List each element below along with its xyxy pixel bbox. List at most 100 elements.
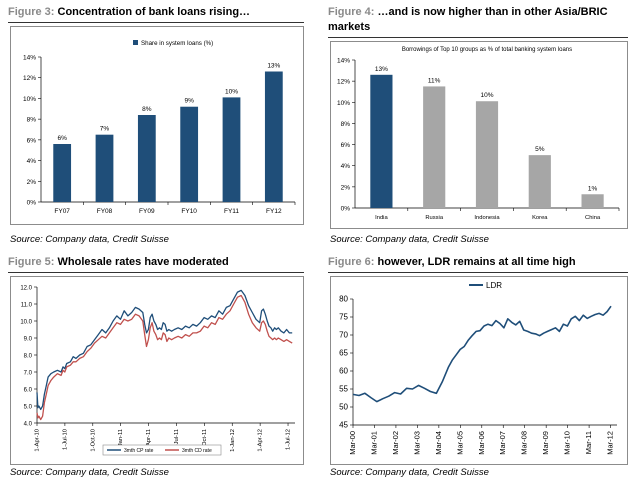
figure-6-title-rule xyxy=(328,272,628,273)
data-label: 1% xyxy=(588,185,598,192)
x-tick-label: 1-Oct-11 xyxy=(202,429,208,451)
data-label: 7% xyxy=(100,126,110,133)
y-tick-label: 4.0 xyxy=(24,422,33,428)
figure-6-chart-frame: 45 50 55 60 65 70 75 80 Mar-00 Mar-01 Mar-02 Mar-03… xyxy=(330,276,628,465)
legend-box xyxy=(102,444,222,456)
data-label: 10% xyxy=(225,88,238,95)
x-tick-label: Mar-03 xyxy=(412,431,421,455)
bar-fy10 xyxy=(180,106,199,202)
figure-4-label: Figure 4: xyxy=(328,6,375,18)
y-tick-label: 12.0 xyxy=(20,286,32,292)
figure-6-source: Source: Company data, Credit Suisse xyxy=(330,467,489,478)
y-tick-label: 8% xyxy=(27,117,37,124)
y-tick-label: 11.0 xyxy=(21,303,33,309)
y-tick-label: 10% xyxy=(337,100,350,107)
series-line-3mth-cp-rate xyxy=(36,289,293,411)
bar-russia xyxy=(423,86,446,208)
y-tick-label: 5.0 xyxy=(24,405,33,411)
y-tick-label: 14% xyxy=(337,58,350,65)
x-tick-label: 1-Jan-11 xyxy=(118,429,124,451)
y-tick-label: 75 xyxy=(339,313,348,322)
y-tick-label: 45 xyxy=(339,421,348,430)
data-label: 6% xyxy=(57,135,67,142)
bar-fy08 xyxy=(95,134,114,202)
data-label: 8% xyxy=(142,106,152,113)
chart-subtitle: Borrowings of Top 10 groups as % of tota… xyxy=(402,47,572,53)
y-tick-label: 50 xyxy=(339,403,348,412)
x-tick-label: Mar-00 xyxy=(348,431,357,455)
x-tick-label: Mar-09 xyxy=(541,431,550,455)
figure-3-source: Source: Company data, Credit Suisse xyxy=(10,234,169,245)
y-tick-label: 4% xyxy=(27,158,37,165)
y-tick-label: 2% xyxy=(341,184,351,191)
figure-4-bar-chart: Borrowings of Top 10 groups as % of tota… xyxy=(337,47,620,221)
figure-5-title: Figure 5: Wholesale rates have moderated xyxy=(8,256,229,268)
x-tick-label: FY09 xyxy=(139,208,155,215)
figure-4-source: Source: Company data, Credit Suisse xyxy=(330,234,489,245)
x-tick-label: FY07 xyxy=(54,208,70,215)
x-tick-label: 1-Jul-10 xyxy=(62,429,68,450)
figure-5-heading: Wholesale rates have moderated xyxy=(57,256,229,268)
x-tick-label: Mar-11 xyxy=(584,431,593,454)
x-tick-label: FY10 xyxy=(181,208,197,215)
figure-3-label: Figure 3: xyxy=(8,6,55,18)
x-tick-label: Mar-04 xyxy=(434,431,443,455)
bar-china xyxy=(581,194,604,208)
figure-6-title: Figure 6: however, LDR remains at all ti… xyxy=(328,256,576,268)
x-tick-label: 1-Jul-12 xyxy=(286,429,292,450)
figure-5-label: Figure 5: xyxy=(8,256,55,268)
y-tick-label: 4% xyxy=(341,163,351,170)
y-tick-label: 2% xyxy=(27,179,37,186)
x-tick-label: Mar-06 xyxy=(477,431,486,455)
x-tick-label: 1-Apr-12 xyxy=(258,429,264,452)
y-tick-label: 9.0 xyxy=(24,337,33,343)
x-tick-label: FY11 xyxy=(224,208,239,215)
figure-6-label: Figure 6: xyxy=(328,256,375,268)
y-tick-label: 60 xyxy=(339,367,348,376)
y-tick-label: 80 xyxy=(339,295,348,304)
x-tick-label: 1-Apr-11 xyxy=(146,429,152,451)
figure-4-chart-frame: Borrowings of Top 10 groups as % of tota… xyxy=(330,41,628,229)
y-tick-label: 12% xyxy=(23,75,36,82)
y-tick-label: 6% xyxy=(341,142,351,149)
y-tick-label: 55 xyxy=(339,385,348,394)
legend-label: LDR xyxy=(486,281,502,290)
y-tick-label: 8% xyxy=(341,121,351,128)
x-tick-label: 1-Jan-12 xyxy=(230,429,236,452)
x-tick-label: Indonesia xyxy=(474,215,500,221)
bar-fy12 xyxy=(264,71,283,202)
x-tick-label: India xyxy=(375,215,388,221)
series-line-ldr xyxy=(352,305,612,403)
data-label: 11% xyxy=(428,77,441,84)
y-tick-label: 7.0 xyxy=(24,371,33,377)
y-tick-label: 12% xyxy=(337,79,350,86)
y-tick-label: 65 xyxy=(339,349,348,358)
figure-3-bar-chart: 0% 2% 4% 6% 8% 10% 12% 14% 6% FY07 7% FY08 8% FY09 9% F… xyxy=(23,40,296,215)
figure-3-heading: Concentration of bank loans rising… xyxy=(57,6,251,18)
figure-5-title-rule xyxy=(8,272,304,273)
legend-label: Share in system loans (%) xyxy=(141,40,213,47)
legend-swatch xyxy=(133,40,138,45)
data-label: 13% xyxy=(375,66,388,73)
figure-4-title: Figure 4: …and is now higher than in oth… xyxy=(328,6,608,18)
series-line-3mth-cd-rate xyxy=(36,294,293,421)
figure-4-title-line2: markets xyxy=(328,21,371,33)
figure-5-source: Source: Company data, Credit Suisse xyxy=(10,467,169,478)
y-tick-label: 0% xyxy=(27,200,37,207)
figure-6-heading: however, LDR remains at all time high xyxy=(377,256,576,268)
y-tick-label: 14% xyxy=(23,55,36,62)
x-tick-label: 1-Oct-10 xyxy=(90,429,96,452)
legend-label: 3mth CP rate xyxy=(124,448,154,454)
bar-fy09 xyxy=(137,115,156,202)
data-label: 5% xyxy=(535,146,545,153)
figure-6-line-chart: 45 50 55 60 65 70 75 80 Mar-00 Mar-01 Mar-02 Mar-03… xyxy=(339,281,617,455)
figure-3-title: Figure 3: Concentration of bank loans ri… xyxy=(8,6,250,18)
x-tick-label: Mar-08 xyxy=(520,431,529,455)
x-tick-label: Mar-12 xyxy=(606,431,615,455)
x-tick-label: Mar-01 xyxy=(369,431,378,455)
data-label: 9% xyxy=(184,98,194,105)
bar-fy07 xyxy=(53,144,72,202)
y-tick-label: 6% xyxy=(27,137,37,144)
figure-4-heading: …and is now higher than in other Asia/BR… xyxy=(377,6,608,18)
y-tick-label: 0% xyxy=(341,206,351,213)
